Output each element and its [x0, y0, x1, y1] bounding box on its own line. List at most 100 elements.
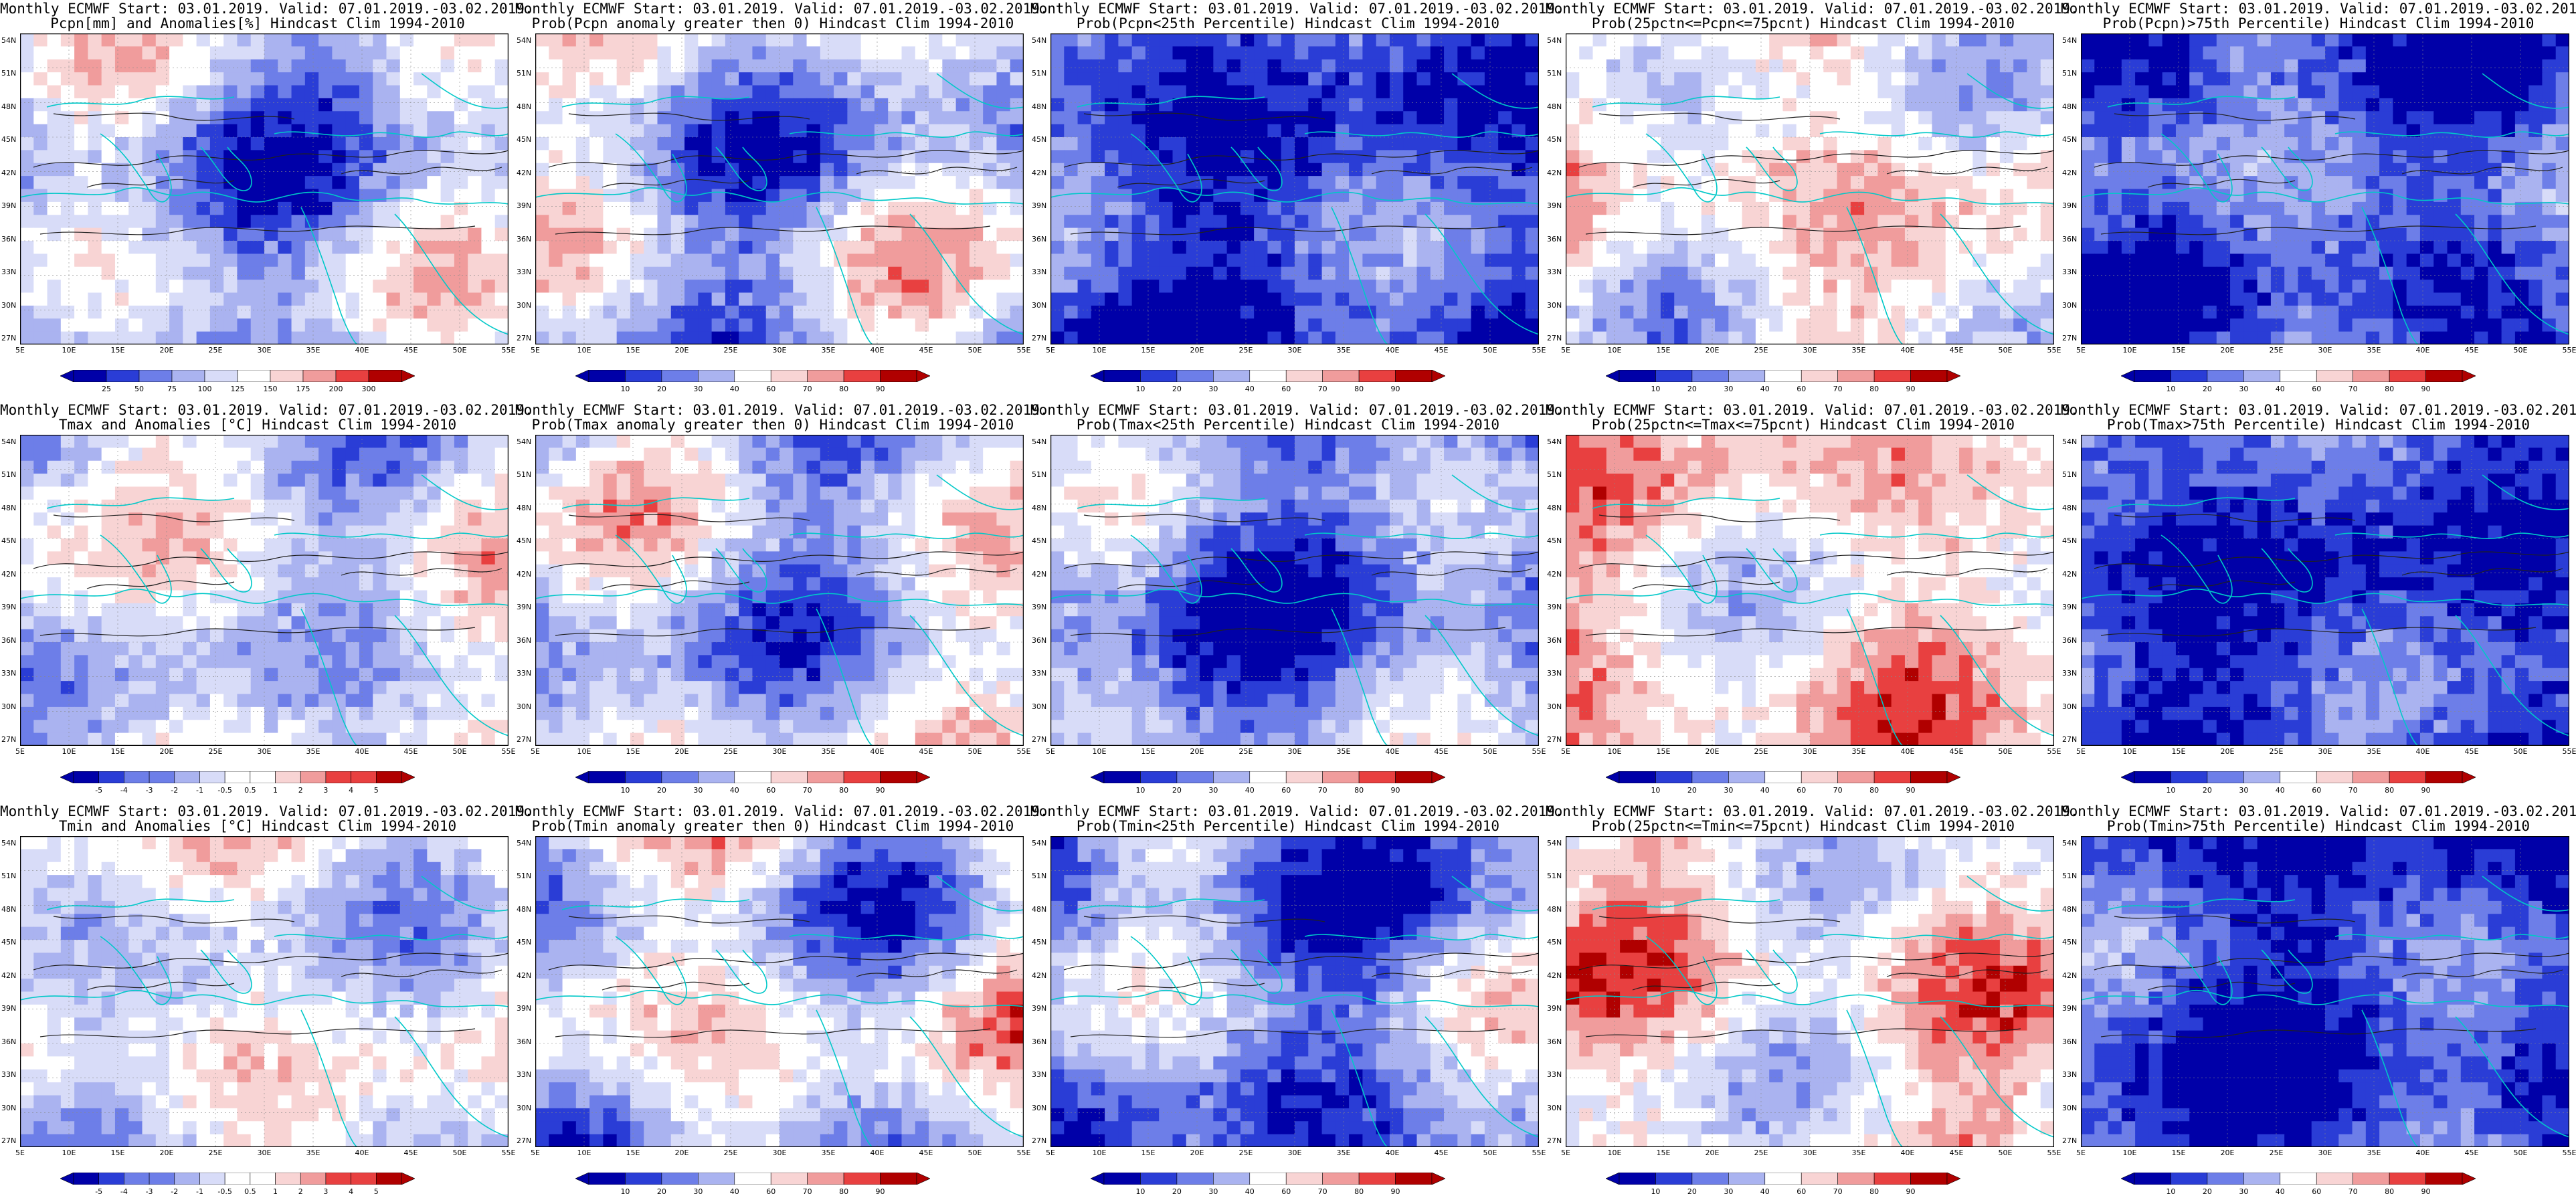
field-cell	[1850, 150, 1865, 164]
field-cell	[155, 460, 170, 474]
field-cell	[725, 46, 739, 60]
field-cell	[47, 486, 62, 500]
field-cell	[2216, 241, 2231, 254]
field-cell	[942, 111, 957, 125]
field-cell	[2379, 85, 2393, 99]
field-cell	[1620, 33, 1634, 47]
field-cell	[1444, 227, 1458, 241]
field-cell	[901, 292, 916, 306]
field-cell	[1226, 46, 1241, 60]
latitude-tick-label: 42N	[1032, 168, 1047, 177]
field-cell	[155, 163, 170, 177]
field-cell	[332, 331, 347, 344]
field-cell	[969, 85, 984, 99]
field-cell	[2474, 59, 2488, 73]
field-cell	[332, 72, 347, 86]
field-cell	[1864, 305, 1878, 319]
field-cell	[114, 280, 129, 294]
field-cell	[1376, 33, 1390, 47]
field-cell	[427, 292, 442, 306]
field-cell	[2148, 318, 2163, 332]
field-cell	[2474, 111, 2488, 125]
field-cell	[2474, 72, 2488, 86]
field-cell	[2352, 241, 2367, 254]
field-cell	[2230, 72, 2244, 86]
field-cell	[1999, 111, 2014, 125]
field-cell	[114, 189, 129, 203]
field-cell	[1131, 280, 1146, 294]
field-cell	[603, 111, 618, 125]
field-cell	[1972, 33, 1987, 47]
field-cell	[88, 499, 102, 513]
field-cell	[1945, 33, 1960, 47]
field-cell	[1715, 150, 1729, 164]
field-cell	[1267, 163, 1282, 177]
field-cell	[1999, 266, 2014, 280]
field-cell	[1145, 215, 1160, 229]
field-cell	[386, 111, 401, 125]
field-cell	[2419, 124, 2434, 138]
field-cell	[2027, 215, 2041, 229]
field-cell	[1755, 254, 1770, 268]
field-cell	[454, 331, 468, 344]
field-cell	[847, 150, 862, 164]
field-cell	[1159, 150, 1174, 164]
field-cell	[1647, 331, 1661, 344]
field-cell	[454, 447, 468, 462]
field-cell	[765, 137, 780, 150]
field-cell	[2040, 280, 2054, 294]
field-cell	[1687, 189, 1702, 203]
field-cell	[33, 318, 48, 332]
field-cell	[2108, 201, 2122, 215]
field-cell	[1660, 176, 1675, 190]
field-cell	[765, 85, 780, 99]
field-cell	[2555, 215, 2569, 229]
field-cell	[237, 292, 252, 306]
colorbar-tick-label: 125	[230, 385, 245, 393]
field-cell	[74, 460, 88, 474]
field-cell	[2338, 85, 2353, 99]
field-cell	[575, 85, 590, 99]
field-cell	[2108, 46, 2122, 60]
field-cell	[779, 150, 794, 164]
field-cell	[128, 59, 143, 73]
field-cell	[1674, 305, 1689, 319]
field-cell	[2433, 137, 2448, 150]
field-cell	[955, 292, 970, 306]
field-cell	[155, 280, 170, 294]
field-cell	[2216, 280, 2231, 294]
field-cell	[535, 163, 549, 177]
field-cell	[2433, 33, 2448, 47]
field-cell	[1579, 46, 1594, 60]
field-cell	[223, 150, 238, 164]
field-cell	[996, 59, 1011, 73]
field-cell	[860, 266, 875, 280]
field-cell	[2257, 266, 2272, 280]
map-field-svg	[1566, 33, 2054, 344]
field-cell	[2148, 124, 2163, 138]
field-cell	[33, 46, 48, 60]
field-cell	[915, 241, 929, 254]
field-cell	[101, 227, 116, 241]
field-cell	[1592, 72, 1607, 86]
field-cell	[1091, 72, 1105, 86]
field-cell	[278, 280, 292, 294]
field-cell	[169, 280, 183, 294]
field-cell	[1050, 85, 1065, 99]
field-cell	[1837, 215, 1851, 229]
field-cell	[1986, 292, 2001, 306]
colorbar-bin	[1213, 370, 1251, 382]
field-cell	[1701, 85, 1716, 99]
field-cell	[1091, 241, 1105, 254]
field-cell	[657, 33, 672, 47]
field-cell	[1213, 59, 1228, 73]
field-cell	[1118, 33, 1133, 47]
field-cell	[874, 176, 889, 190]
field-cell	[603, 46, 618, 60]
field-cell	[2338, 331, 2353, 344]
field-cell	[575, 331, 590, 344]
field-cell	[820, 137, 834, 150]
field-cell	[1837, 59, 1851, 73]
field-cell	[888, 201, 903, 215]
field-cell	[996, 189, 1011, 203]
